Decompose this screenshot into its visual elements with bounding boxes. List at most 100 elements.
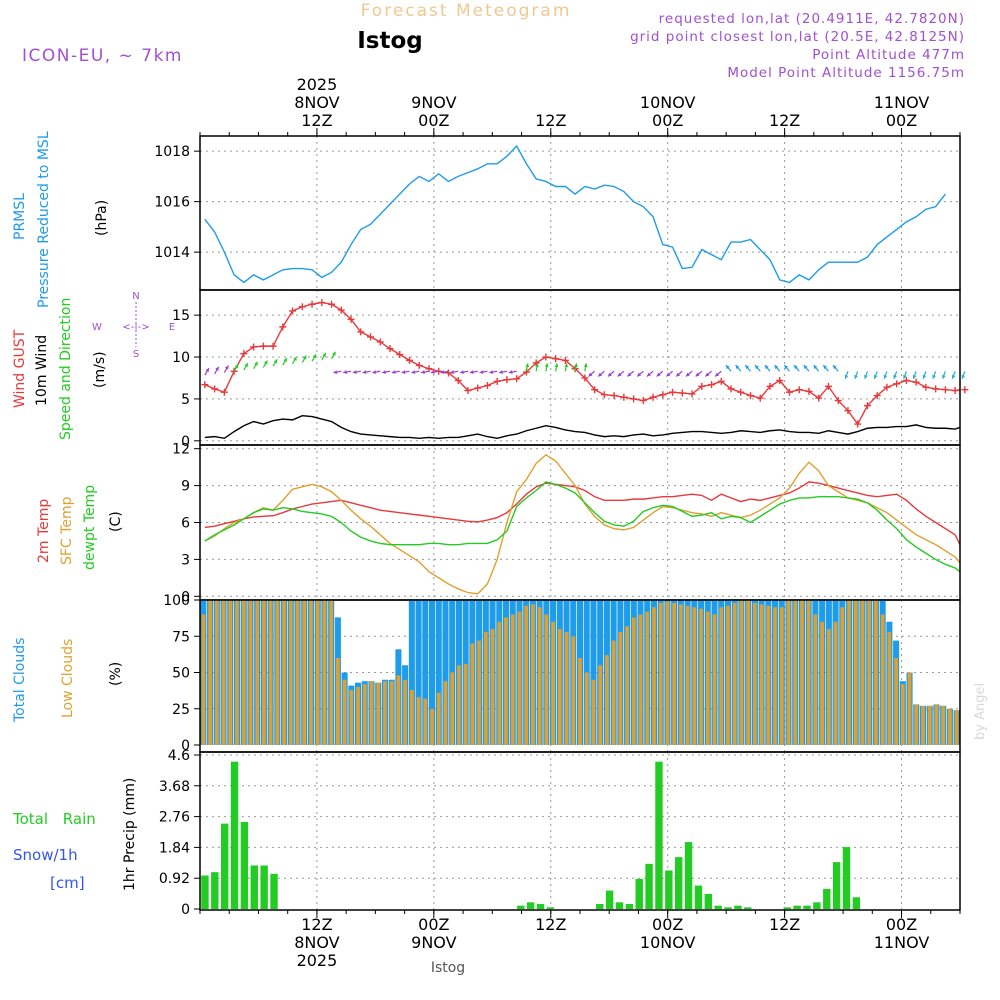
precip-panel: 0 0.92 1.84 2.76 3.68 4.6 <box>159 748 961 918</box>
wind-panel: 0 5 10 15 <box>172 289 969 450</box>
wind-arrow-head <box>254 361 258 366</box>
wind-arrow-head <box>942 374 946 379</box>
precip-total-bar <box>724 907 732 909</box>
gust-marker <box>483 382 491 390</box>
temperature-dewpt-temp-line <box>204 481 961 573</box>
gust-marker <box>542 353 550 361</box>
compass-east: E <box>169 322 175 333</box>
clouds-low-bar <box>847 600 851 745</box>
wind-arrow-head <box>695 372 700 377</box>
wind-arrow-head <box>627 372 632 377</box>
gust-marker <box>669 388 677 396</box>
wind-arrow-head <box>705 372 710 377</box>
low-clouds-label: Low Clouds <box>60 639 76 718</box>
precip-total-bar <box>546 907 555 909</box>
gust-marker <box>474 384 482 392</box>
gust-marker <box>805 387 813 395</box>
clouds-low-bar <box>753 602 757 745</box>
clouds-low-bar <box>309 600 313 745</box>
gust-marker <box>883 383 891 391</box>
temp2m-label: 2m Temp <box>36 499 52 563</box>
clouds-low-bar <box>705 611 710 745</box>
clouds-low-bar <box>322 600 327 745</box>
pressure-ytick-label: 1014 <box>154 245 190 261</box>
clouds-low-bar <box>571 636 576 745</box>
precip-total-bar <box>211 872 219 909</box>
wind-arrow-head <box>893 374 897 379</box>
precip-total-bar <box>842 847 851 909</box>
wind-arrow-head <box>813 365 818 370</box>
clouds-low-bar <box>477 640 481 745</box>
gust-marker <box>688 390 696 398</box>
clouds-low-bar <box>685 605 690 745</box>
clouds-low-bar <box>712 614 717 745</box>
gust-marker <box>961 386 969 394</box>
wind-arrow-head <box>508 370 513 374</box>
gust-marker <box>289 307 297 315</box>
gust-marker <box>279 323 287 331</box>
point-altitude: Point Altitude 477m <box>812 47 965 63</box>
precip-total-bar <box>625 903 634 909</box>
clouds-total-bar <box>429 600 436 745</box>
gust-marker <box>776 376 784 384</box>
clouds-low-bar <box>766 605 771 745</box>
bottom-axis-label: 00Z <box>652 915 683 934</box>
clouds-low-bar <box>295 600 300 745</box>
gust-marker <box>951 387 959 395</box>
precip-total-bar <box>536 903 545 909</box>
clouds-low-bar <box>517 611 522 745</box>
wind-arrow-head <box>460 370 464 374</box>
precip-ytick-label: 3.68 <box>159 779 190 795</box>
clouds-low-bar <box>665 601 670 745</box>
gust-marker <box>854 420 862 428</box>
precip-total-bar <box>220 823 229 909</box>
temperature-ytick-label: 0 <box>181 589 190 605</box>
gust-marker <box>708 381 716 389</box>
clouds-low-bar <box>779 607 784 745</box>
temperature-ytick-label: 12 <box>172 442 190 458</box>
temperature-ytick-label: 9 <box>181 479 190 495</box>
pressure-labels: PRMSL Pressure Reduced to MSL (hPa) <box>12 131 110 308</box>
wind-arrow-head <box>450 370 455 374</box>
wind-arrow-head <box>283 358 287 363</box>
gust-marker <box>464 387 472 395</box>
clouds-low-bar <box>551 621 555 745</box>
bottom-axis-label: 2025 <box>297 951 338 970</box>
precip-total-bar <box>517 905 525 909</box>
wind-arrow-head <box>725 365 730 370</box>
wind-arrow-head <box>583 363 588 368</box>
gust-marker <box>386 345 394 353</box>
wind-arrow-head <box>440 370 445 374</box>
wind-arrow-head <box>382 370 386 374</box>
gust-marker <box>600 391 608 399</box>
wind-arrow-head <box>617 372 622 377</box>
precip-total-bar <box>240 821 249 909</box>
gust-marker <box>201 381 209 389</box>
precip-ytick-label: 0.92 <box>159 871 190 887</box>
wind-arrow-head <box>234 364 239 369</box>
credit: by Angel <box>973 683 988 740</box>
temp-units: (C) <box>108 511 124 532</box>
clouds-low-bar <box>262 600 266 745</box>
clouds-low-bar <box>396 675 401 745</box>
bottom-axis-label: 12Z <box>769 915 800 934</box>
gust-marker <box>240 350 248 358</box>
pressure-ytick-label: 1018 <box>154 144 190 160</box>
compass-north: N <box>132 291 139 302</box>
clouds-low-bar <box>726 605 730 745</box>
gust-marker <box>328 300 336 308</box>
requested-coords: requested lon,lat (20.4911E, 42.7820N) <box>659 11 965 27</box>
clouds-low-bar <box>584 672 589 745</box>
precip-total-bar <box>823 888 831 909</box>
pressure-ytick-label: 1016 <box>154 195 190 211</box>
clouds-low-bar <box>470 643 475 745</box>
clouds-low-bar <box>625 626 629 745</box>
gust-marker <box>932 385 940 393</box>
gust-marker <box>552 355 560 363</box>
temperature-sfc-temp-line <box>204 453 961 595</box>
clouds-low-bar <box>598 665 603 745</box>
clouds-low-bar <box>430 708 434 745</box>
gust-marker <box>815 394 823 402</box>
wind-arrow-head <box>951 374 956 379</box>
top-axis-label: 00Z <box>652 111 683 130</box>
